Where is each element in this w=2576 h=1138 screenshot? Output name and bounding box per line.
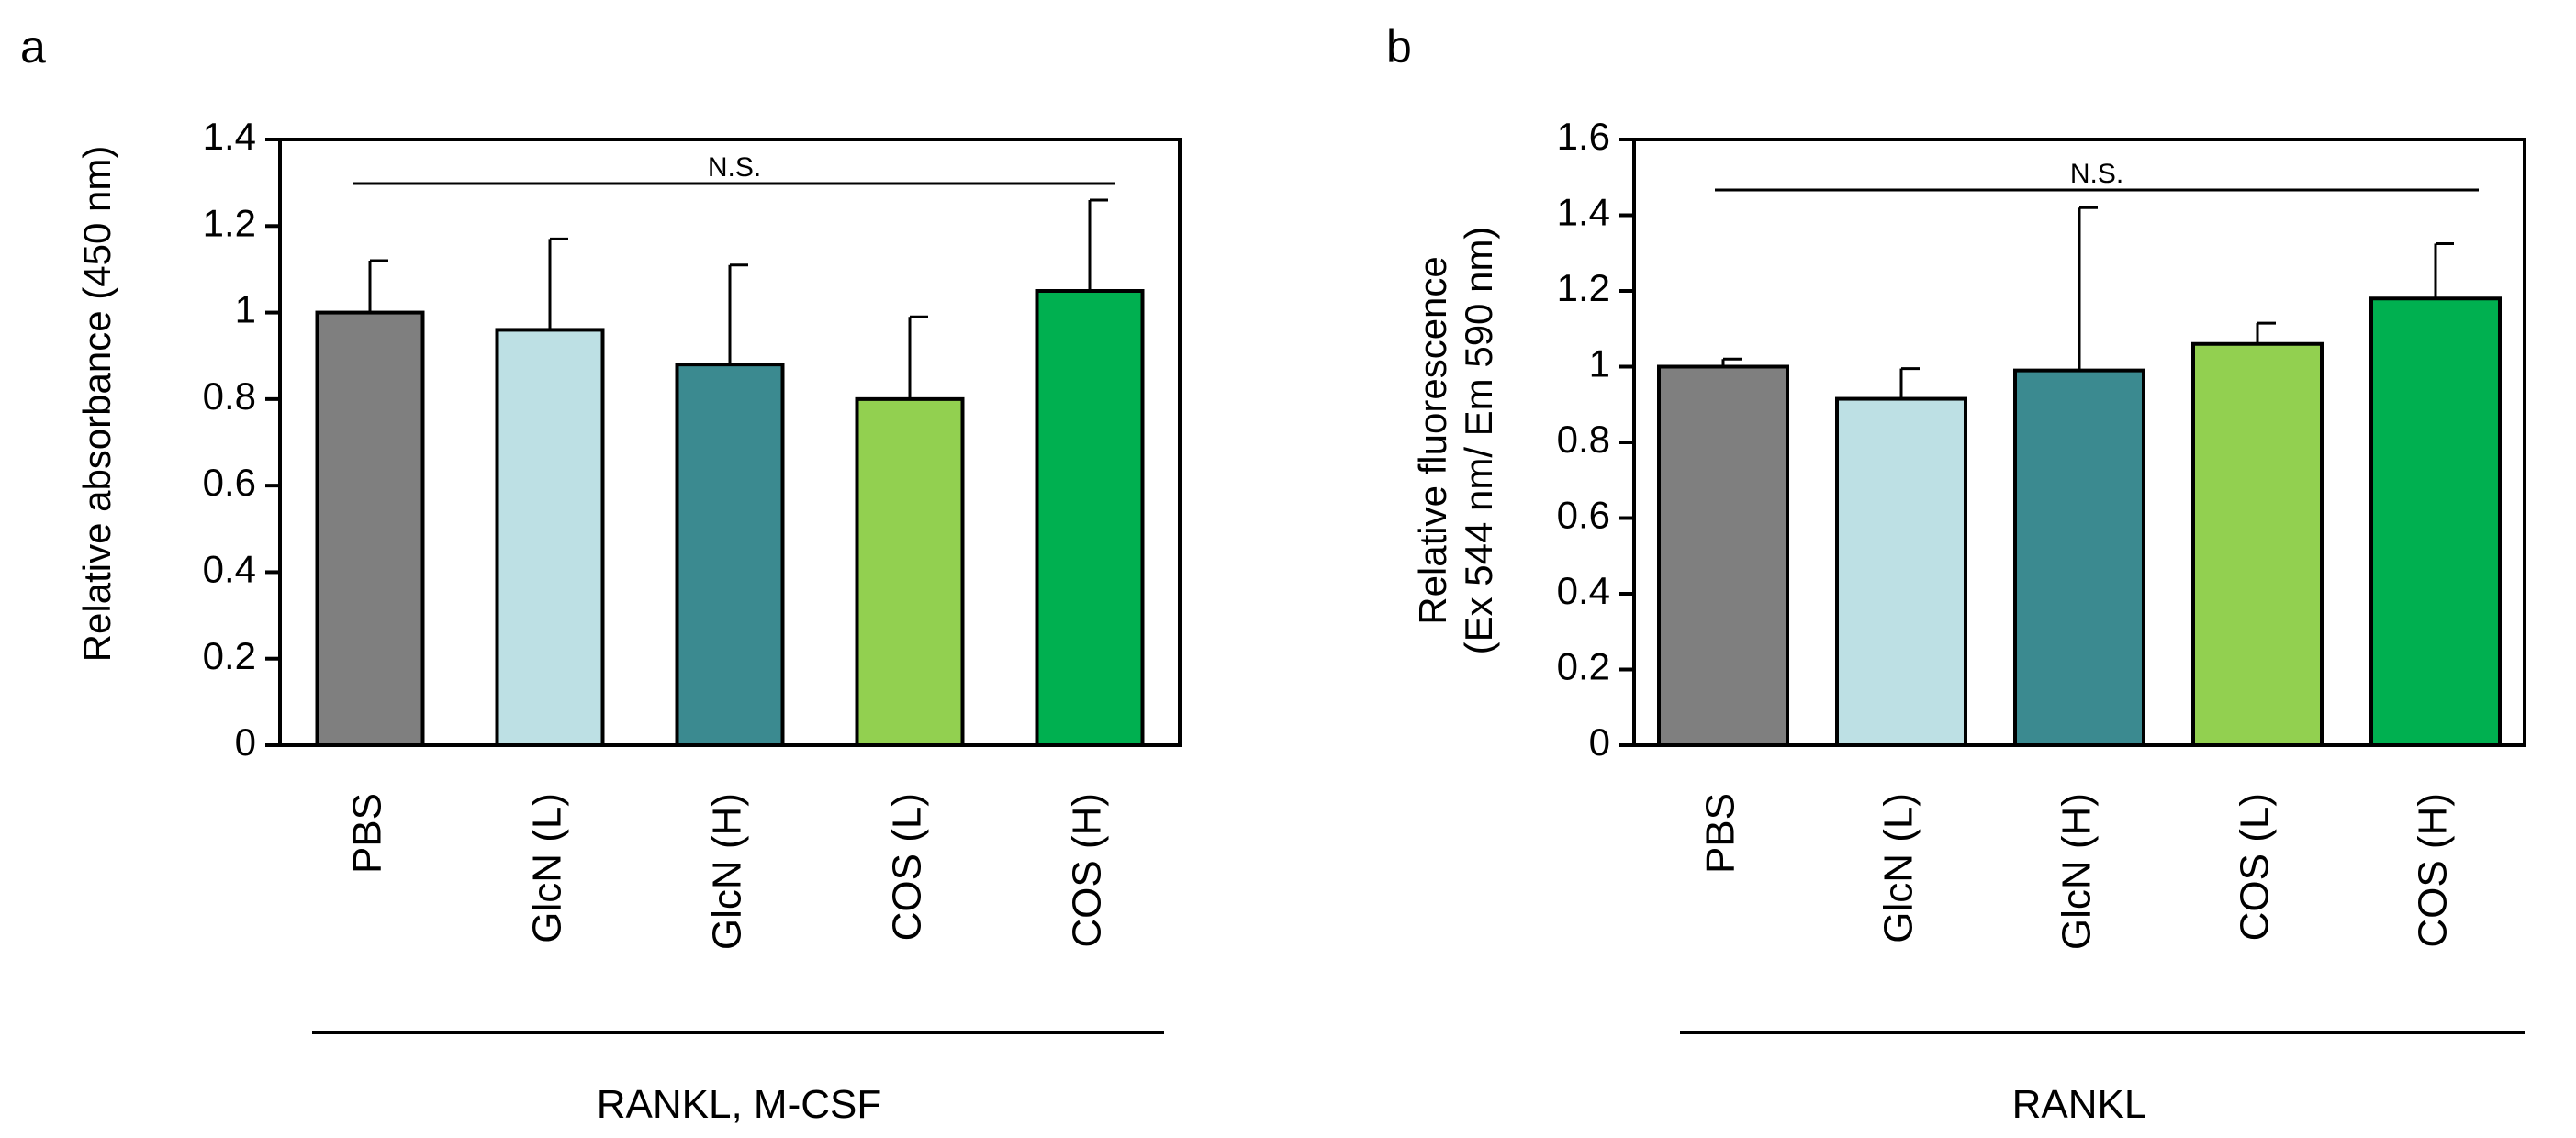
bar bbox=[1835, 396, 1967, 747]
y-tick-label: 0 bbox=[235, 720, 256, 764]
y-tick-label: 0.6 bbox=[1557, 494, 1610, 537]
panel-letter: a bbox=[20, 21, 46, 73]
plot-area: PBS GlcN (L) GlcN (H) COS (L) COS (H) 0 0.2 0.4… bbox=[203, 115, 1182, 1034]
significance-label: N.S. bbox=[708, 152, 761, 183]
x-tick-label: GlcN (L) bbox=[1876, 793, 1921, 943]
y-axis-title: Relative absorbance (450 nm) bbox=[75, 146, 118, 663]
x-tick-label: COS (H) bbox=[2411, 793, 2456, 948]
panel-letter: b bbox=[1386, 21, 1412, 73]
y-axis-title-line: Relative fluorescence bbox=[1411, 256, 1454, 625]
x-tick-label: COS (L) bbox=[2233, 793, 2278, 941]
plot-area: PBS GlcN (L) GlcN (H) COS (L) COS (H) 0 0.2 0.4… bbox=[1557, 115, 2526, 1034]
bar bbox=[2013, 368, 2145, 747]
group-label: RANKL, M-CSF bbox=[597, 1082, 881, 1127]
significance-label: N.S. bbox=[2070, 159, 2123, 189]
plot-frame bbox=[278, 138, 1182, 747]
y-tick-label: 1.4 bbox=[203, 115, 256, 158]
bar bbox=[2369, 296, 2502, 747]
y-tick-label: 0.2 bbox=[203, 634, 256, 677]
y-tick-label: 0.4 bbox=[1557, 569, 1610, 612]
y-tick-label: 1.2 bbox=[1557, 266, 1610, 309]
x-tick-label: PBS bbox=[1698, 793, 1743, 874]
y-tick-label: 0 bbox=[1589, 720, 1610, 764]
bar bbox=[1657, 364, 1789, 747]
x-tick-label: COS (H) bbox=[1065, 793, 1110, 948]
x-tick-label: GlcN (L) bbox=[525, 793, 570, 943]
y-tick-label: 0.2 bbox=[1557, 645, 1610, 688]
bar bbox=[495, 328, 605, 747]
y-axis-title-line: Relative absorbance (450 nm) bbox=[75, 146, 118, 663]
bar bbox=[675, 363, 785, 747]
group-label: RANKL bbox=[2012, 1082, 2147, 1127]
y-axis-title: Relative fluorescence (Ex 544 nm/ Em 590… bbox=[1411, 227, 1500, 655]
panel-a: a Relative absorbance (450 nm) PBS GlcN (… bbox=[20, 21, 1182, 1127]
y-tick-label: 1.2 bbox=[203, 201, 256, 244]
y-tick-label: 0.6 bbox=[203, 461, 256, 504]
y-tick-label: 0.8 bbox=[1557, 418, 1610, 461]
bar bbox=[1035, 289, 1145, 747]
y-axis-title-line: (Ex 544 nm/ Em 590 nm) bbox=[1457, 227, 1500, 655]
y-tick-label: 1.4 bbox=[1557, 191, 1610, 234]
x-tick-label: PBS bbox=[345, 793, 390, 874]
y-tick-label: 0.4 bbox=[203, 548, 256, 591]
y-tick-label: 1 bbox=[1589, 342, 1610, 385]
bar bbox=[2191, 341, 2324, 747]
y-tick-label: 0.8 bbox=[203, 374, 256, 418]
bar bbox=[315, 310, 425, 747]
y-tick-label: 1 bbox=[235, 288, 256, 331]
x-tick-label: GlcN (H) bbox=[2055, 793, 2100, 950]
x-tick-label: GlcN (H) bbox=[705, 793, 750, 950]
panel-b: b Relative fluorescence (Ex 544 nm/ Em 5… bbox=[1386, 21, 2526, 1127]
y-tick-label: 1.6 bbox=[1557, 115, 1610, 158]
bar bbox=[855, 396, 965, 747]
x-tick-label: COS (L) bbox=[885, 793, 930, 941]
